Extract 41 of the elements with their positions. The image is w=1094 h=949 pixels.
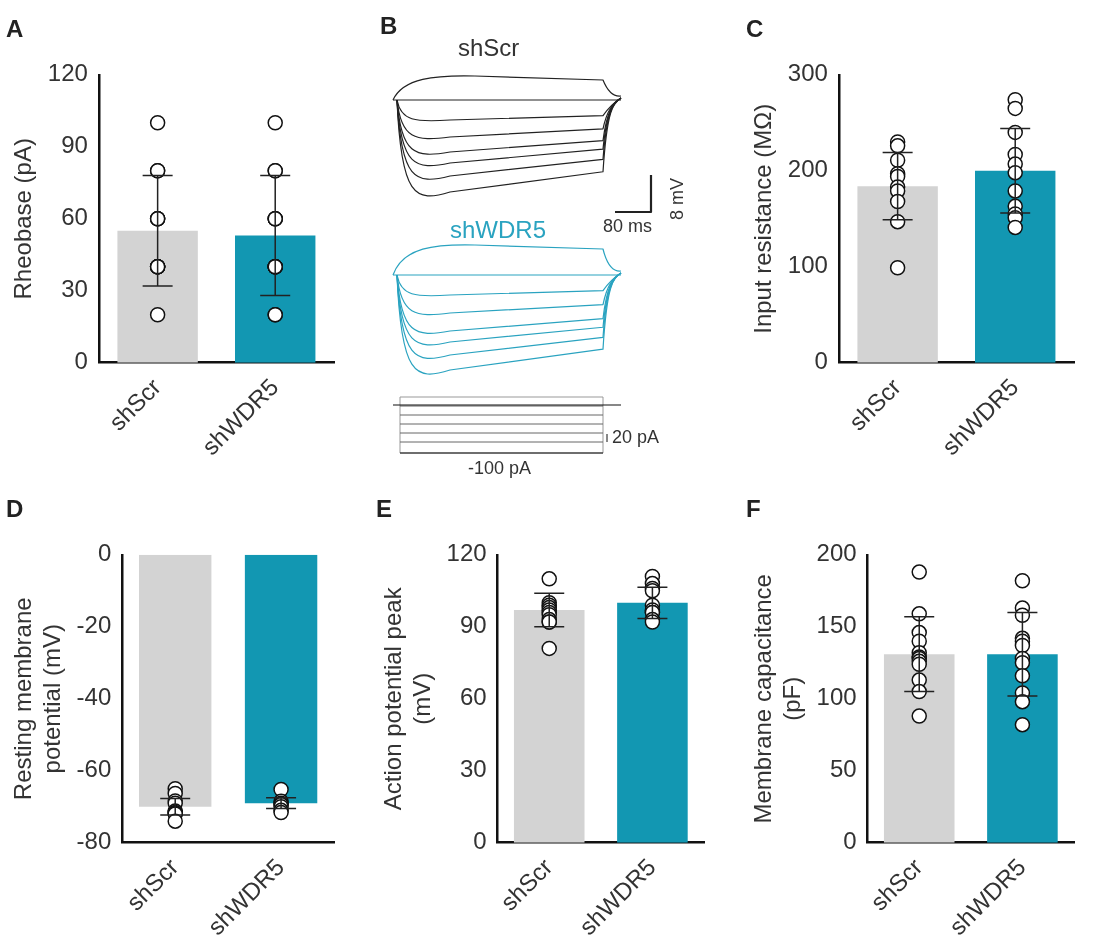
text: 20 pA — [612, 427, 660, 448]
y-tick-label: 200 — [816, 539, 857, 567]
text: -100 pA — [468, 458, 532, 479]
chart-title: A — [6, 15, 24, 43]
y-axis-title: Rheobase (pA) — [9, 138, 37, 300]
y-tick-label: 90 — [61, 131, 88, 159]
y-tick-label: 300 — [787, 59, 828, 87]
y-tick-label: -80 — [76, 827, 112, 855]
y-tick-label: 0 — [814, 347, 828, 375]
text: 80 ms — [603, 216, 653, 237]
y-axis-title: Action potential peak (mV) — [379, 586, 435, 811]
y-axis-title: Resting membrane potential (mV) — [9, 597, 65, 801]
y-tick-label: -40 — [76, 683, 112, 711]
y-tick-label: 90 — [459, 611, 487, 639]
y-tick-label: 0 — [74, 347, 88, 375]
y-tick-label: 200 — [787, 155, 828, 183]
y-tick-label: 60 — [459, 683, 487, 711]
y-tick-label: 30 — [459, 755, 487, 783]
y-tick-label: -20 — [76, 611, 112, 639]
chart-title: C — [746, 15, 764, 43]
y-tick-label: 0 — [97, 539, 112, 567]
y-axis-title: Membrane capacitance (pF) — [749, 574, 805, 824]
text: 8 mV — [667, 177, 688, 220]
chart-title: F — [746, 495, 761, 523]
y-tick-label: 60 — [61, 203, 88, 231]
y-tick-label: 100 — [816, 683, 857, 711]
chart-title: E — [376, 495, 393, 523]
y-axis-title: Input resistance (MΩ) — [749, 103, 777, 334]
text: shScr — [458, 34, 520, 62]
y-tick-label: 100 — [787, 251, 828, 279]
y-tick-label: 0 — [843, 827, 857, 855]
chart-title: D — [6, 495, 24, 523]
y-tick-label: 150 — [816, 611, 857, 639]
text: shWDR5 — [450, 216, 547, 244]
y-tick-label: -60 — [76, 755, 112, 783]
y-tick-label: 120 — [446, 539, 487, 567]
y-tick-label: 120 — [47, 59, 88, 87]
text: B — [380, 12, 398, 40]
y-tick-label: 30 — [61, 275, 88, 303]
y-tick-label: 50 — [829, 755, 857, 783]
y-tick-label: 0 — [473, 827, 487, 855]
